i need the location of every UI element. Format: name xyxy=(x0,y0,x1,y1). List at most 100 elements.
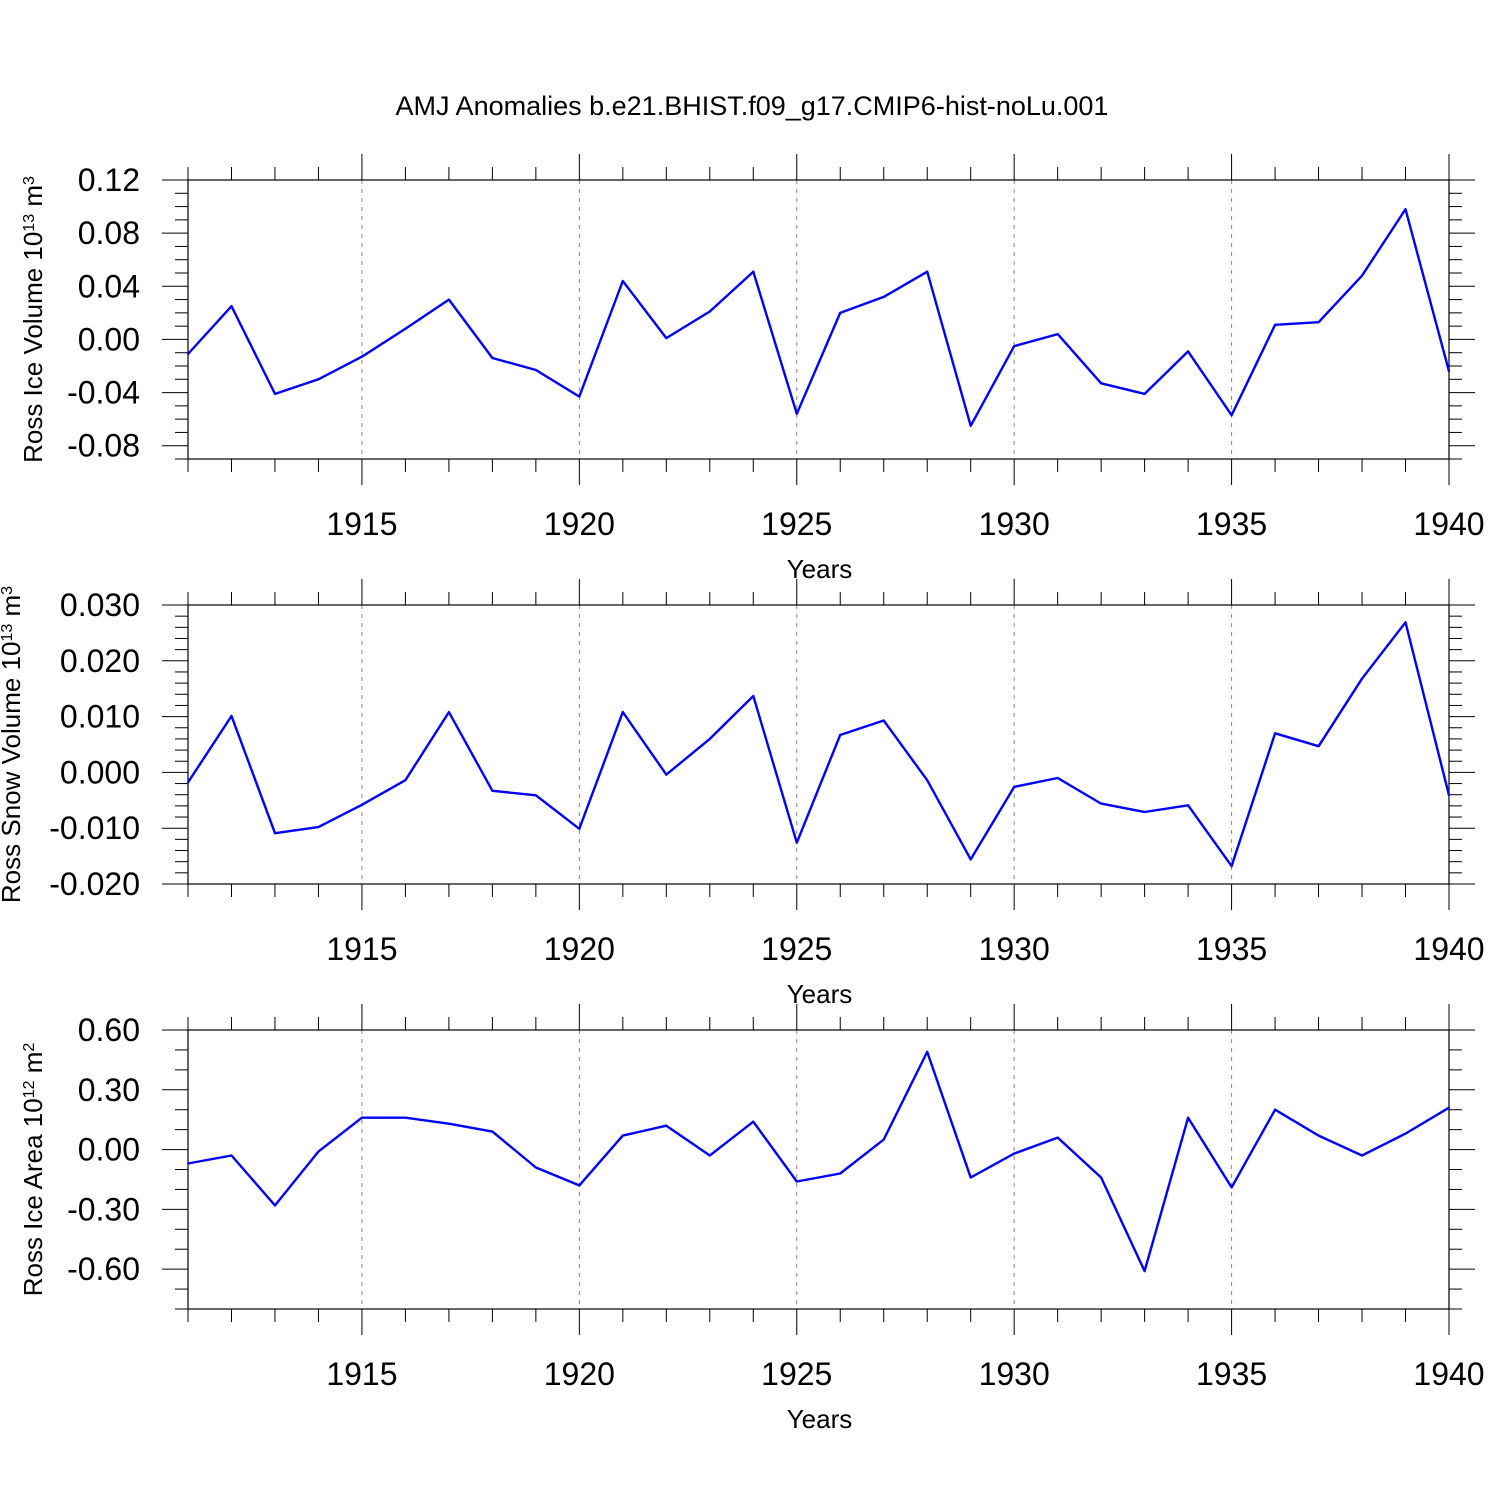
data-point xyxy=(578,1184,581,1187)
data-point xyxy=(491,357,494,360)
series-line xyxy=(187,1050,1450,1273)
data-point xyxy=(1448,794,1450,797)
data-point xyxy=(1013,345,1016,348)
data-point xyxy=(404,1116,407,1119)
y-tick-label: -0.04 xyxy=(67,375,140,411)
data-point xyxy=(1274,732,1277,735)
data-point xyxy=(1100,1176,1103,1179)
data-point xyxy=(1056,776,1059,779)
data-point xyxy=(621,1134,624,1137)
x-tick-label: 1940 xyxy=(1413,506,1484,542)
y-axis-label-superscript: 3 xyxy=(21,176,38,185)
data-point xyxy=(273,1204,276,1207)
data-point xyxy=(665,773,668,776)
figure-title: AMJ Anomalies b.e21.BHIST.f09_g17.CMIP6-… xyxy=(396,91,1109,121)
plot-frame xyxy=(187,179,1450,460)
data-point xyxy=(752,1120,755,1123)
y-tick-label: 0.12 xyxy=(78,162,140,198)
data-point xyxy=(1143,811,1146,814)
data-point xyxy=(1143,1270,1146,1273)
x-tick-label: 1915 xyxy=(326,506,397,542)
panels: 0.12 0.08 0.04 0.00 -0.04 -0.08 1915 1920 1925 19… xyxy=(0,154,1485,1434)
y-axis-label-superscript: 13 xyxy=(0,624,16,642)
data-point xyxy=(969,424,972,427)
data-point xyxy=(1404,621,1407,624)
data-point xyxy=(1317,745,1320,748)
data-point xyxy=(621,711,624,714)
data-point xyxy=(1056,333,1059,336)
data-point xyxy=(1187,804,1190,807)
data-point xyxy=(491,789,494,792)
data-point xyxy=(404,779,407,782)
data-point xyxy=(447,1122,450,1125)
data-point xyxy=(926,1050,929,1053)
data-point xyxy=(1317,321,1320,324)
x-tick-label: 1935 xyxy=(1196,506,1267,542)
y-tick-label: 0.000 xyxy=(60,754,140,790)
x-tick-label: 1915 xyxy=(326,1356,397,1392)
y-axis-label-part: Ross Ice Volume 10 xyxy=(18,232,48,463)
series-line xyxy=(186,621,1451,868)
data-point xyxy=(752,270,755,273)
data-point xyxy=(1187,1116,1190,1119)
y-axis-label-part: m xyxy=(18,1052,48,1081)
data-point xyxy=(317,378,320,381)
data-point xyxy=(1187,350,1190,353)
data-point xyxy=(795,1180,798,1183)
data-point xyxy=(1230,414,1233,417)
data-point xyxy=(795,412,798,415)
data-point xyxy=(882,719,885,722)
y-axis-label-part: Ross Snow Volume 10 xyxy=(0,642,26,904)
data-point xyxy=(839,311,842,314)
x-tick-label: 1920 xyxy=(544,931,615,967)
data-point xyxy=(230,305,233,308)
y-axis-label-part: m xyxy=(0,595,26,624)
data-point xyxy=(795,841,798,844)
data-point xyxy=(534,1166,537,1169)
panel-2: 0.030 0.020 0.010 0.000 -0.010 -0.020 1915 1920… xyxy=(0,579,1485,1009)
data-point xyxy=(491,1130,494,1133)
data-point xyxy=(1448,1106,1450,1109)
x-tick-label: 1940 xyxy=(1413,1356,1484,1392)
y-tick-label: -0.30 xyxy=(67,1191,140,1227)
data-point xyxy=(534,368,537,371)
data-point xyxy=(1230,1186,1233,1189)
plot-frame xyxy=(187,604,1450,885)
data-point xyxy=(187,1162,189,1165)
data-point xyxy=(1274,1108,1277,1111)
data-point xyxy=(187,353,189,356)
data-point xyxy=(578,395,581,398)
x-tick-label: 1935 xyxy=(1196,1356,1267,1392)
x-tick-label: 1915 xyxy=(326,931,397,967)
data-point xyxy=(360,355,363,358)
data-point xyxy=(360,1116,363,1119)
data-point xyxy=(839,1172,842,1175)
data-point xyxy=(1404,1132,1407,1135)
x-tick-label: 1925 xyxy=(761,1356,832,1392)
data-point xyxy=(1317,1134,1320,1137)
y-tick-label: 0.04 xyxy=(78,268,140,304)
y-tick-label: 0.08 xyxy=(78,215,140,251)
data-point xyxy=(926,779,929,782)
plot-frame xyxy=(187,1029,1450,1310)
x-tick-label: 1925 xyxy=(761,931,832,967)
data-point xyxy=(665,337,668,340)
data-point xyxy=(882,295,885,298)
data-point xyxy=(708,1154,711,1157)
y-axis-label: Ross Ice Volume 1013 m3 xyxy=(18,176,48,463)
data-point xyxy=(969,858,972,861)
data-point xyxy=(752,694,755,697)
data-point xyxy=(1361,677,1364,680)
x-tick-label: 1930 xyxy=(979,506,1050,542)
data-point xyxy=(708,310,711,313)
y-tick-label: 0.00 xyxy=(78,321,140,357)
data-point xyxy=(230,715,233,718)
y-tick-label: -0.60 xyxy=(67,1251,140,1287)
x-axis-label: Years xyxy=(787,1404,853,1434)
data-point xyxy=(360,803,363,806)
y-tick-label: 0.00 xyxy=(78,1132,140,1168)
x-tick-label: 1925 xyxy=(761,506,832,542)
data-point xyxy=(708,737,711,740)
x-axis-label: Years xyxy=(787,979,853,1009)
data-point xyxy=(447,298,450,301)
